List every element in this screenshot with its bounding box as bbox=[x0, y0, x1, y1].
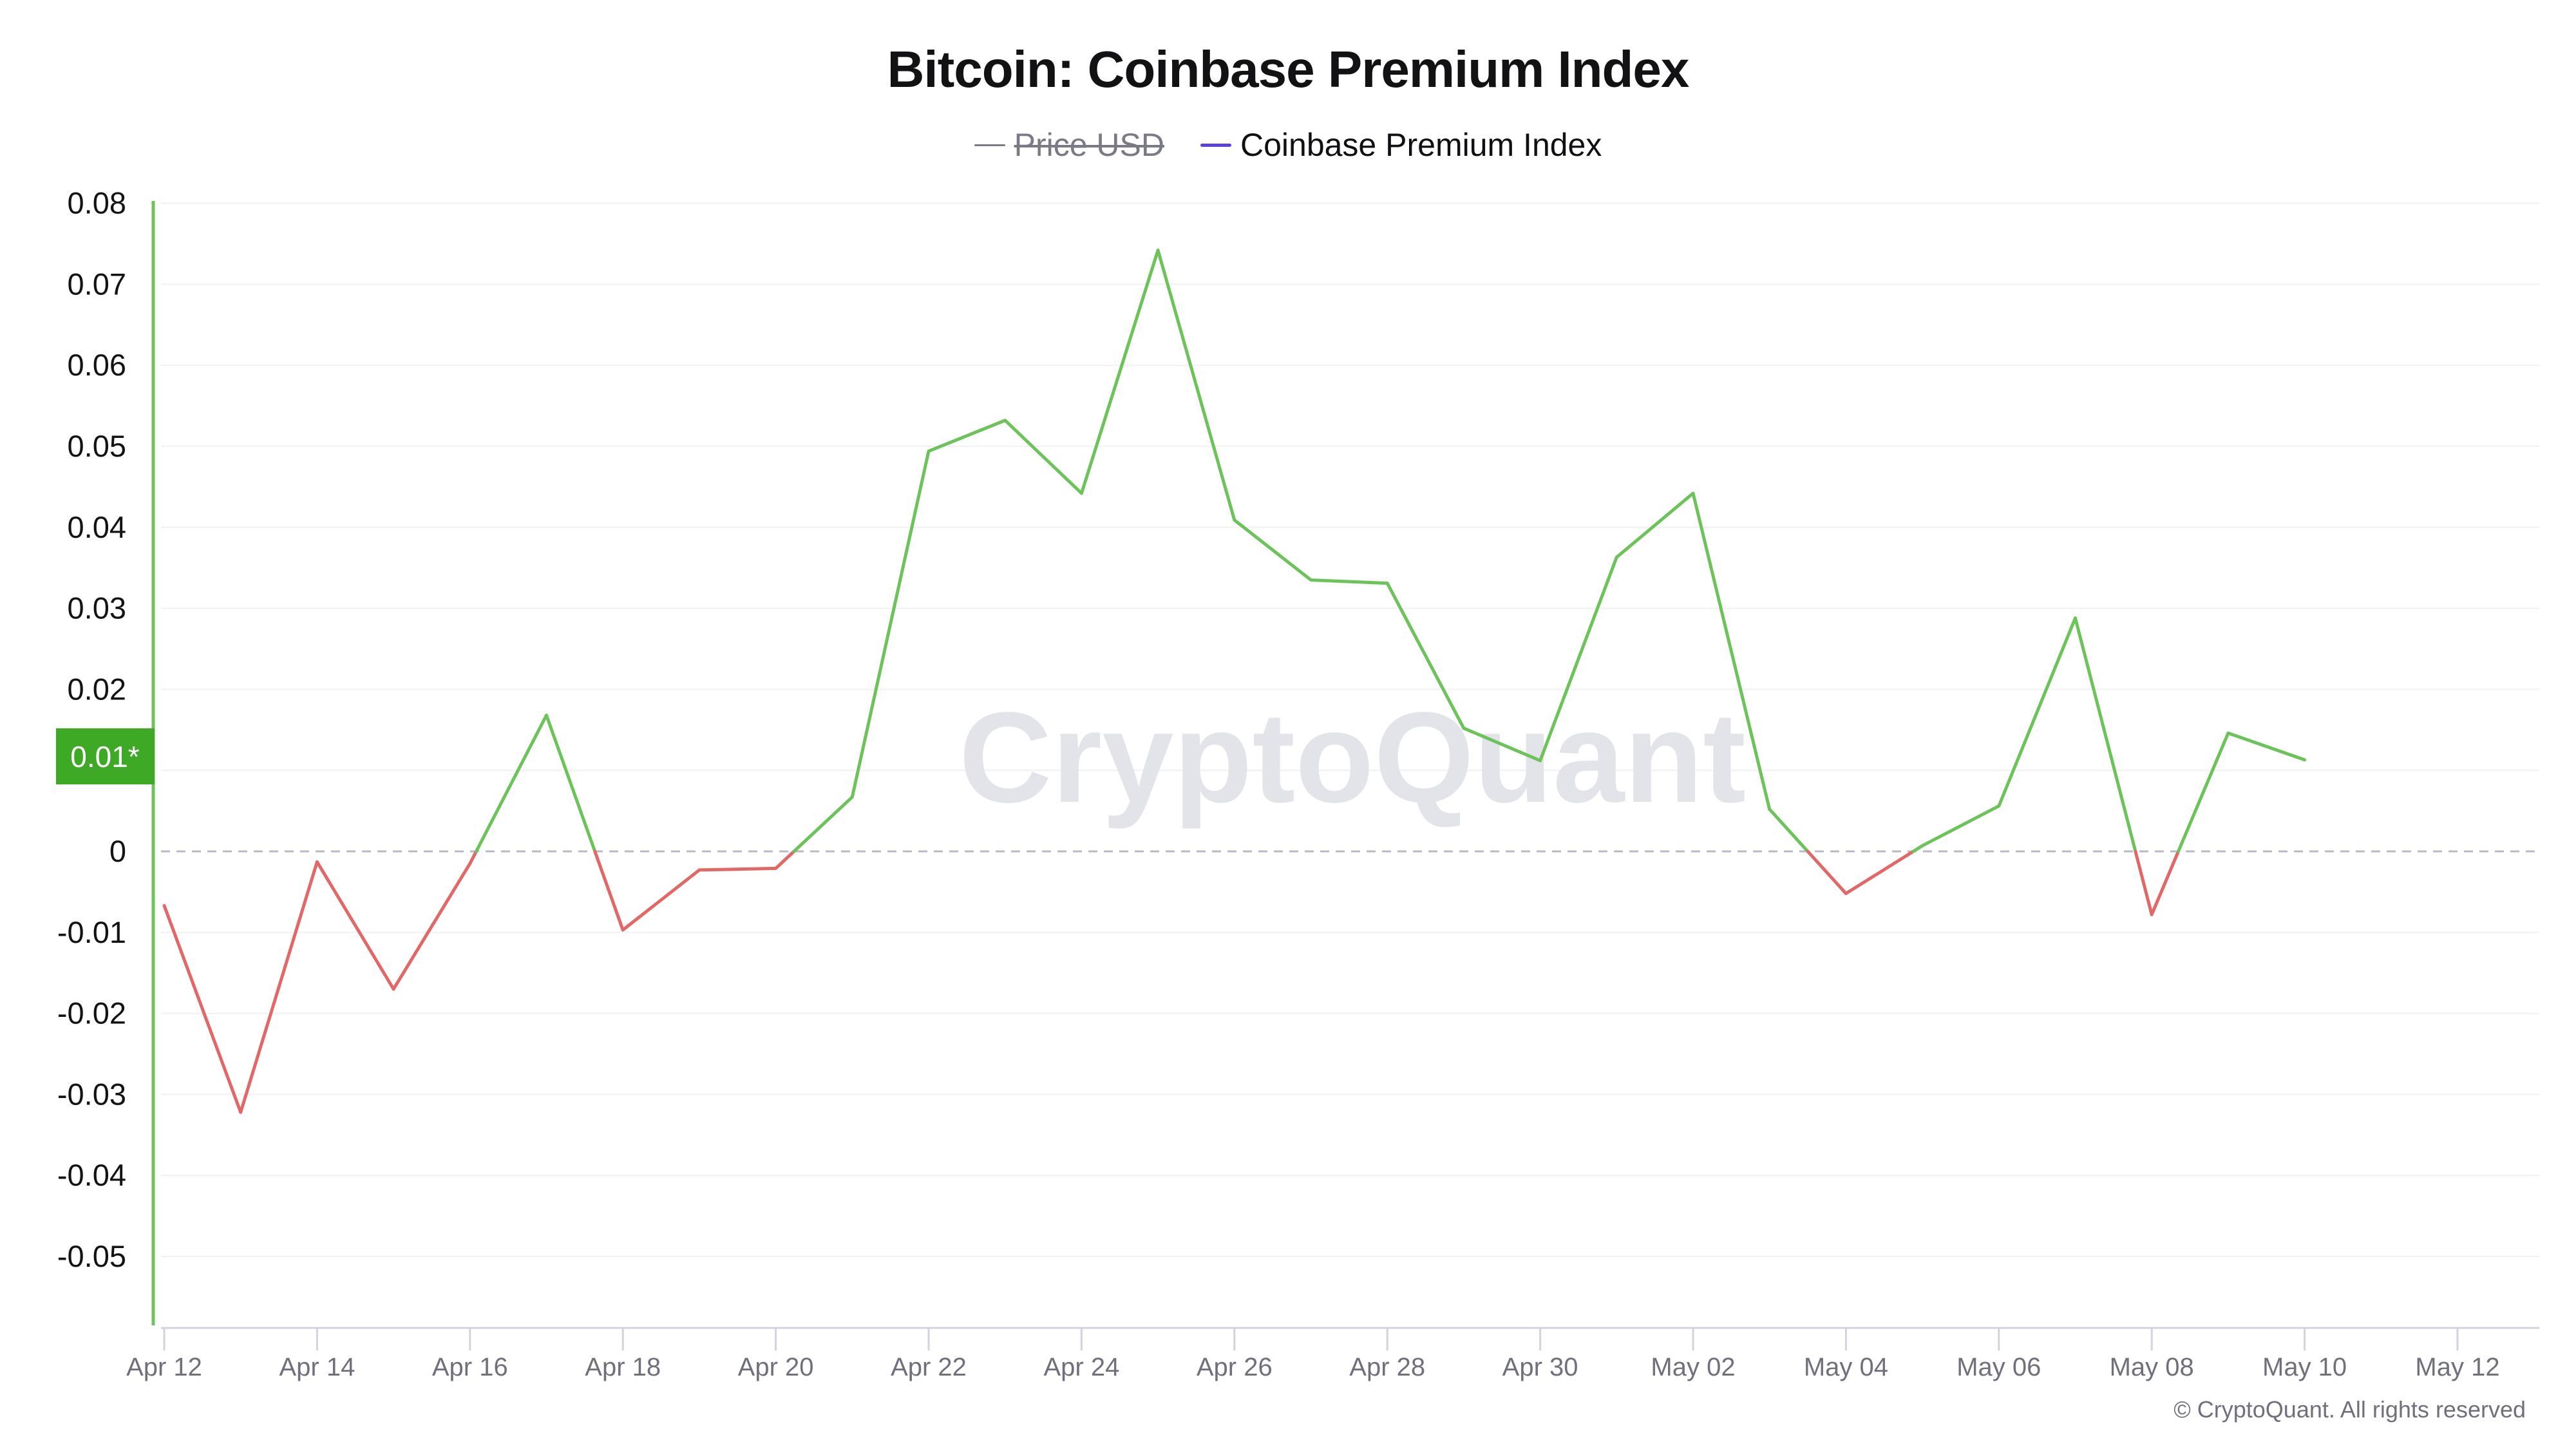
series-segment-positive bbox=[1309, 578, 1389, 585]
series-segment-positive bbox=[792, 795, 854, 853]
gridlines bbox=[161, 202, 2539, 1257]
y-tick-label: -0.03 bbox=[57, 1077, 126, 1111]
current-value-badge-bg bbox=[56, 728, 155, 784]
x-tick-label: May 10 bbox=[2262, 1353, 2347, 1381]
x-tick-label: Apr 26 bbox=[1197, 1353, 1273, 1381]
series-segment-positive bbox=[475, 714, 548, 853]
x-tick-label: Apr 18 bbox=[585, 1353, 661, 1381]
series-segment-positive bbox=[1233, 518, 1312, 582]
y-tick-label: -0.01 bbox=[57, 915, 126, 949]
series-segment-negative bbox=[315, 860, 395, 991]
series-segment-positive bbox=[927, 419, 1007, 453]
series-segment-positive bbox=[1385, 582, 1466, 730]
series-segment-negative bbox=[468, 849, 478, 866]
series-segment-positive bbox=[1691, 491, 1772, 811]
series-segment-negative bbox=[774, 849, 796, 870]
x-tick-label: Apr 28 bbox=[1349, 1353, 1425, 1381]
x-tick-label: Apr 22 bbox=[891, 1353, 967, 1381]
legend-item-coinbase-premium-index[interactable]: Coinbase Premium Index bbox=[1200, 126, 1602, 164]
series-segment-positive bbox=[1615, 491, 1695, 559]
x-tick-label: May 02 bbox=[1651, 1353, 1735, 1381]
x-tick-label: Apr 14 bbox=[279, 1353, 355, 1381]
y-tick-label: 0.06 bbox=[68, 348, 126, 382]
series-segment-negative bbox=[697, 866, 778, 872]
legend-swatch-coinbase-premium-index bbox=[1200, 143, 1231, 147]
x-tick-label: Apr 30 bbox=[1502, 1353, 1578, 1381]
series-segment-negative bbox=[1806, 849, 1848, 895]
current-value-badge: 0.01* bbox=[56, 728, 155, 784]
series-segment-positive bbox=[1920, 804, 2001, 848]
series-segment-positive bbox=[2226, 731, 2307, 762]
series-segment-positive bbox=[850, 450, 931, 799]
series-segment-positive bbox=[1539, 555, 1618, 762]
series-segment-negative bbox=[1844, 849, 1915, 895]
x-tick-label: Apr 24 bbox=[1043, 1353, 1119, 1381]
watermark: CryptoQuant bbox=[959, 686, 1746, 829]
legend: Price USD Coinbase Premium Index bbox=[0, 126, 2576, 164]
legend-item-price-usd[interactable]: Price USD bbox=[974, 126, 1164, 164]
x-tick-label: Apr 16 bbox=[432, 1353, 508, 1381]
chart-title: Bitcoin: Coinbase Premium Index bbox=[887, 41, 1690, 98]
series-segment-positive bbox=[2177, 731, 2230, 853]
x-tick-label: Apr 20 bbox=[738, 1353, 814, 1381]
y-tick-label: 0.05 bbox=[68, 429, 126, 463]
series-segment-negative bbox=[162, 904, 243, 1114]
series-segment-positive bbox=[1911, 844, 1924, 853]
series-segment-negative bbox=[239, 860, 319, 1114]
x-tick-label: May 12 bbox=[2415, 1353, 2499, 1381]
x-tick-label: Apr 12 bbox=[126, 1353, 202, 1381]
current-value-badge-label: 0.01* bbox=[70, 740, 140, 773]
x-tick-label: May 08 bbox=[2110, 1353, 2194, 1381]
x-tick-label: May 06 bbox=[1956, 1353, 2041, 1381]
series-segment-negative bbox=[621, 868, 701, 932]
y-tick-label: 0 bbox=[109, 834, 126, 868]
y-tick-label: -0.02 bbox=[57, 996, 126, 1030]
copyright-footer: © CryptoQuant. All rights reserved bbox=[2174, 1396, 2526, 1423]
y-tick-label: -0.05 bbox=[57, 1239, 126, 1273]
series-segment-positive bbox=[1156, 249, 1236, 522]
x-axis: Apr 12 Apr 14 Apr 16 Apr 18 Apr 20 Apr 22 Apr … bbox=[126, 1327, 2539, 1381]
series-segment-negative bbox=[392, 862, 472, 991]
series-segment-positive bbox=[1079, 249, 1160, 495]
y-tick-label: 0.04 bbox=[68, 510, 126, 544]
series-segment-positive bbox=[1462, 726, 1542, 762]
series-segment-negative bbox=[593, 849, 625, 932]
y-tick-label: 0.03 bbox=[68, 591, 126, 625]
series-segment-positive bbox=[1768, 808, 1810, 853]
legend-label-price-usd: Price USD bbox=[1014, 127, 1164, 163]
y-tick-label: 0.07 bbox=[68, 267, 126, 301]
legend-swatch-price-usd bbox=[974, 144, 1005, 146]
y-tick-label: 0.02 bbox=[68, 672, 126, 706]
x-tick-label: May 04 bbox=[1804, 1353, 1888, 1381]
series-segment-positive bbox=[2074, 616, 2137, 853]
series-segment-positive bbox=[1997, 616, 2077, 808]
series-segment-negative bbox=[2134, 849, 2154, 916]
series-segment-negative bbox=[2150, 849, 2181, 916]
series-coinbase-premium-index[interactable] bbox=[162, 249, 2307, 1114]
y-tick-label: 0.08 bbox=[68, 186, 126, 220]
legend-label-coinbase-premium-index: Coinbase Premium Index bbox=[1240, 127, 1602, 163]
series-segment-positive bbox=[545, 714, 597, 853]
y-tick-label: -0.04 bbox=[57, 1158, 126, 1192]
series-segment-positive bbox=[1003, 419, 1083, 495]
